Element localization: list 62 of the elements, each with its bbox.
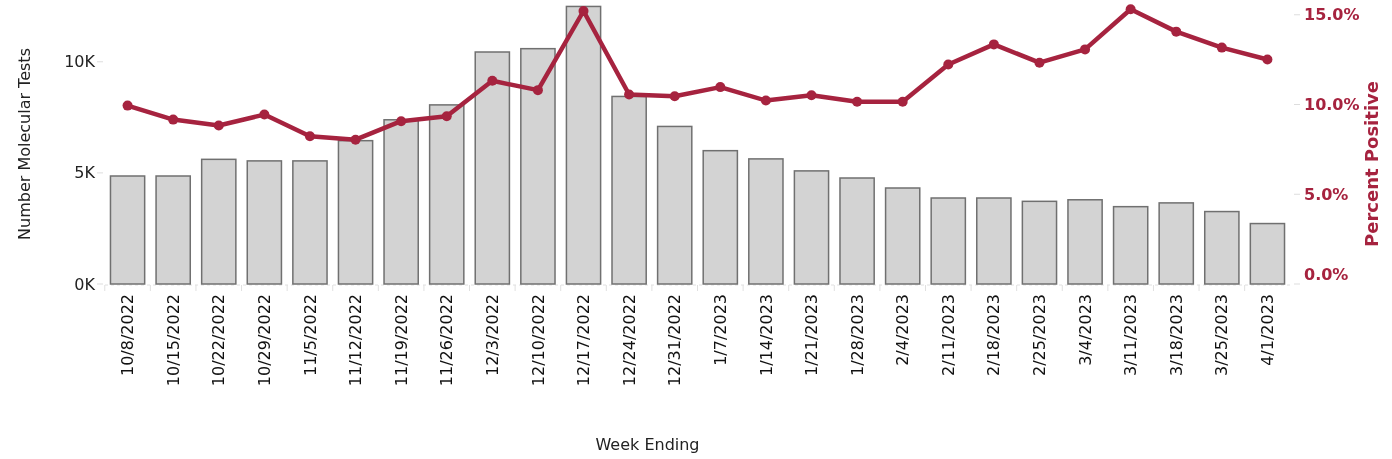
bar: [383, 119, 419, 285]
x-tick-label: 4/1/2023: [1258, 294, 1278, 366]
bar: [976, 197, 1012, 285]
x-tick-label: 10/15/2022: [163, 294, 183, 387]
x-tick-label: 3/4/2023: [1075, 294, 1095, 366]
x-tick-label: 2/18/2023: [984, 294, 1004, 377]
bar: [702, 149, 739, 285]
bar: [930, 197, 967, 285]
x-tick-label: 12/3/2022: [482, 294, 502, 377]
y-axis-title: Number Molecular Tests: [14, 48, 34, 240]
y2-axis-title: Percent Positive: [1361, 81, 1383, 247]
x-tick-label: 1/14/2023: [756, 294, 776, 377]
bar: [1158, 202, 1195, 285]
bar: [793, 170, 830, 285]
y-tick-label: 0K: [74, 274, 96, 294]
bar: [748, 158, 784, 285]
x-tick-label: 11/19/2022: [391, 294, 411, 387]
bar: [884, 187, 921, 285]
x-tick-label: 2/25/2023: [1030, 294, 1050, 377]
x-tick-label: 11/26/2022: [437, 294, 457, 387]
y2-tick-label: 10.0%: [1304, 95, 1360, 115]
bar: [1249, 222, 1286, 285]
x-tick-label: 11/12/2022: [346, 294, 366, 387]
bar: [520, 47, 556, 285]
bar: [428, 104, 465, 285]
x-tick-label: 3/25/2023: [1212, 294, 1232, 377]
x-tick-label: 3/11/2023: [1121, 294, 1141, 377]
bar: [656, 125, 693, 285]
x-tick-label: 2/4/2023: [893, 294, 913, 366]
x-tick-label: 1/21/2023: [802, 294, 822, 377]
y-tick-label: 10K: [64, 52, 96, 72]
x-tick-label: 12/24/2022: [619, 294, 639, 387]
y2-tick-label: 5.0%: [1304, 184, 1349, 204]
bar: [1021, 200, 1058, 285]
bar: [474, 51, 511, 285]
x-tick-label: 12/10/2022: [528, 294, 548, 387]
x-tick-label: 12/17/2022: [574, 294, 594, 387]
bar: [109, 175, 146, 285]
y2-tick-label: 0.0%: [1304, 264, 1349, 284]
x-tick-label: 3/18/2023: [1166, 294, 1186, 377]
x-tick-label: 10/8/2022: [118, 294, 138, 377]
bar: [611, 95, 647, 285]
x-axis-title: Week Ending: [595, 435, 700, 454]
x-tick-label: 1/28/2023: [847, 294, 867, 377]
x-tick-label: 10/22/2022: [209, 294, 229, 387]
bar: [1112, 205, 1149, 285]
bar: [246, 160, 283, 285]
bar: [839, 177, 875, 285]
bar: [565, 5, 602, 285]
bar: [155, 175, 192, 285]
y-tick-label: 5K: [74, 163, 96, 183]
bar: [292, 160, 328, 285]
bar: [337, 139, 374, 285]
x-tick-label: 2/11/2023: [938, 294, 958, 377]
bar: [1067, 199, 1103, 285]
bar: [200, 158, 237, 285]
x-tick-label: 10/29/2022: [254, 294, 274, 387]
bar: [1203, 210, 1240, 285]
x-tick-label: 11/5/2022: [300, 294, 320, 377]
x-tick-label: 1/7/2023: [710, 294, 730, 366]
y2-tick-label: 15.0%: [1304, 5, 1360, 25]
x-tick-label: 12/31/2022: [665, 294, 685, 387]
